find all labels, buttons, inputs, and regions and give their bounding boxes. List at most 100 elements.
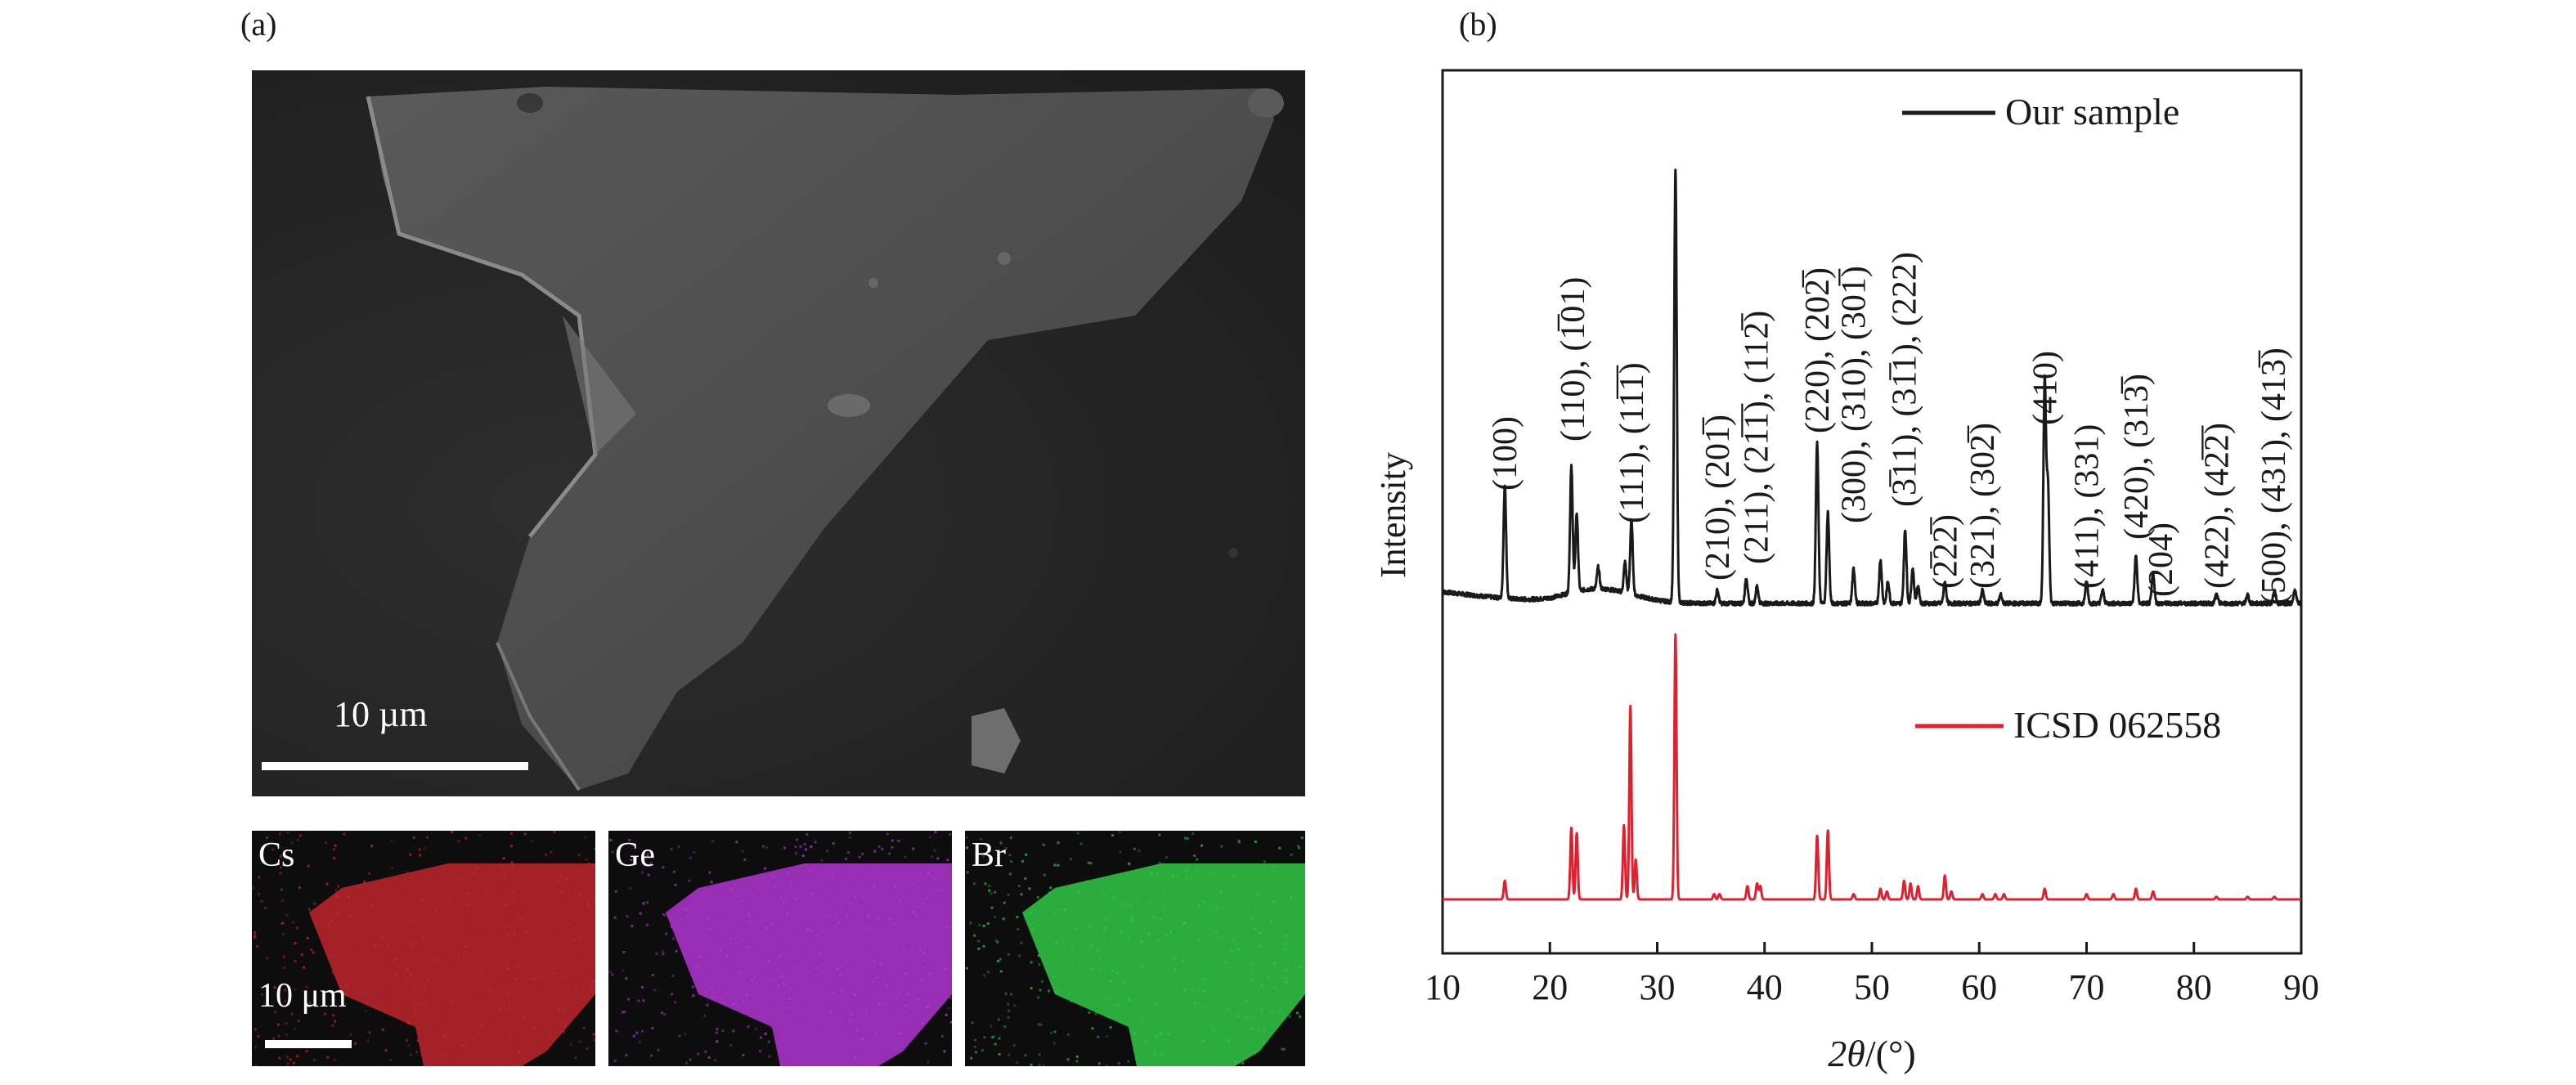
map-speckle — [613, 1059, 617, 1062]
map-speckle — [1071, 946, 1074, 949]
map-speckle — [1298, 846, 1300, 850]
map-speckle — [568, 906, 571, 909]
map-speckle — [779, 955, 782, 958]
map-speckle — [294, 960, 297, 962]
peak-label: (210), (201̅) — [1699, 415, 1737, 581]
map-speckle — [1020, 941, 1023, 944]
map-speckle — [533, 1027, 536, 1030]
map-speckle — [815, 966, 818, 970]
map-speckle — [464, 836, 468, 840]
particle-image — [366, 87, 1284, 791]
map-speckle — [874, 995, 877, 998]
map-speckle — [611, 973, 614, 976]
map-speckle — [354, 894, 357, 898]
map-speckle — [1237, 840, 1241, 843]
map-speckle — [1127, 862, 1130, 865]
map-speckle — [1183, 921, 1186, 925]
map-speckle — [1208, 907, 1211, 910]
map-speckle — [1016, 927, 1020, 930]
map-speckle — [503, 873, 506, 877]
map-speckle — [1201, 1040, 1205, 1042]
map-speckle — [877, 1003, 881, 1006]
map-speckle — [1050, 1031, 1053, 1034]
map-speckle — [334, 1020, 337, 1023]
map-speckle — [285, 1033, 288, 1036]
map-speckle — [349, 1033, 352, 1036]
map-speckle — [418, 848, 421, 851]
map-speckle — [1290, 853, 1293, 856]
map-speckle — [518, 1051, 521, 1054]
map-speckle — [1284, 946, 1287, 949]
map-speckle — [1263, 1041, 1266, 1043]
map-speckle — [1016, 916, 1019, 919]
map-speckle — [1100, 891, 1103, 894]
map-speckle — [261, 993, 264, 996]
map-speckle — [1214, 904, 1217, 908]
map-speckle — [1112, 895, 1115, 899]
peak-label: (3̅11), (31̅1), (222) — [1886, 252, 1923, 507]
map-speckle — [289, 1058, 292, 1061]
map-speckle — [559, 938, 562, 941]
map-speckle — [507, 990, 510, 993]
map-speckle — [572, 939, 576, 941]
map-speckle — [1053, 863, 1057, 867]
map-speckle — [254, 931, 256, 935]
map-speckle — [1224, 961, 1227, 964]
map-speckle — [384, 1048, 388, 1051]
map-speckle — [303, 966, 306, 969]
map-speckle — [1285, 943, 1288, 946]
map-speckle — [625, 977, 628, 980]
map-speckle — [904, 972, 908, 975]
map-speckle — [482, 916, 485, 919]
map-speckle — [1253, 927, 1256, 930]
map-speckle — [1281, 1047, 1284, 1051]
map-speckle — [912, 847, 915, 850]
map-speckle — [532, 890, 536, 893]
map-speckle — [1053, 1030, 1057, 1033]
map-speckle — [406, 968, 409, 971]
map-speckle — [1273, 962, 1277, 965]
map-speckle — [1057, 863, 1060, 867]
map-speckle — [1192, 832, 1195, 836]
map-speckle — [893, 1016, 896, 1020]
map-speckle — [1290, 896, 1293, 899]
map-speckle — [1273, 986, 1277, 989]
map-speckle — [526, 881, 529, 885]
map-speckle — [394, 957, 397, 960]
map-speckle — [507, 1007, 510, 1011]
map-speckle — [389, 1058, 393, 1061]
x-axis-tick-labels: 10 20 30 40 50 60 70 80 90 — [1425, 967, 2319, 1007]
map-speckle — [735, 841, 738, 844]
map-speckle — [788, 997, 792, 1000]
map-speckle — [1098, 967, 1101, 971]
map-speckle — [406, 871, 409, 874]
map-speckle — [941, 1034, 944, 1038]
map-speckle — [1156, 873, 1159, 877]
map-speckle — [434, 908, 438, 912]
map-speckle — [670, 847, 673, 850]
map-speckle — [750, 978, 753, 981]
map-speckle — [500, 865, 504, 868]
map-speckle — [559, 1031, 563, 1034]
map-speckle — [705, 912, 708, 916]
map-speckle — [390, 840, 393, 843]
map-speckle — [481, 1049, 484, 1052]
map-speckle — [475, 867, 478, 870]
map-speckle — [815, 934, 819, 937]
map-speckle — [461, 1045, 464, 1048]
map-speckle — [1137, 971, 1140, 975]
map-speckle — [498, 1009, 501, 1012]
map-speckle — [443, 1035, 447, 1038]
map-speckle — [1169, 930, 1172, 933]
map-speckle — [1008, 1009, 1010, 1012]
map-speckle — [508, 1001, 511, 1003]
map-speckle — [1186, 837, 1189, 841]
map-speckle — [729, 937, 732, 940]
map-speckle — [511, 865, 514, 868]
map-speckle — [282, 955, 285, 958]
map-speckle — [1075, 1060, 1079, 1063]
map-speckle — [765, 846, 769, 850]
map-speckle — [509, 845, 513, 848]
peak-label: (410) — [2026, 351, 2064, 425]
legend-icsd: ICSD 062558 — [2013, 704, 2221, 746]
